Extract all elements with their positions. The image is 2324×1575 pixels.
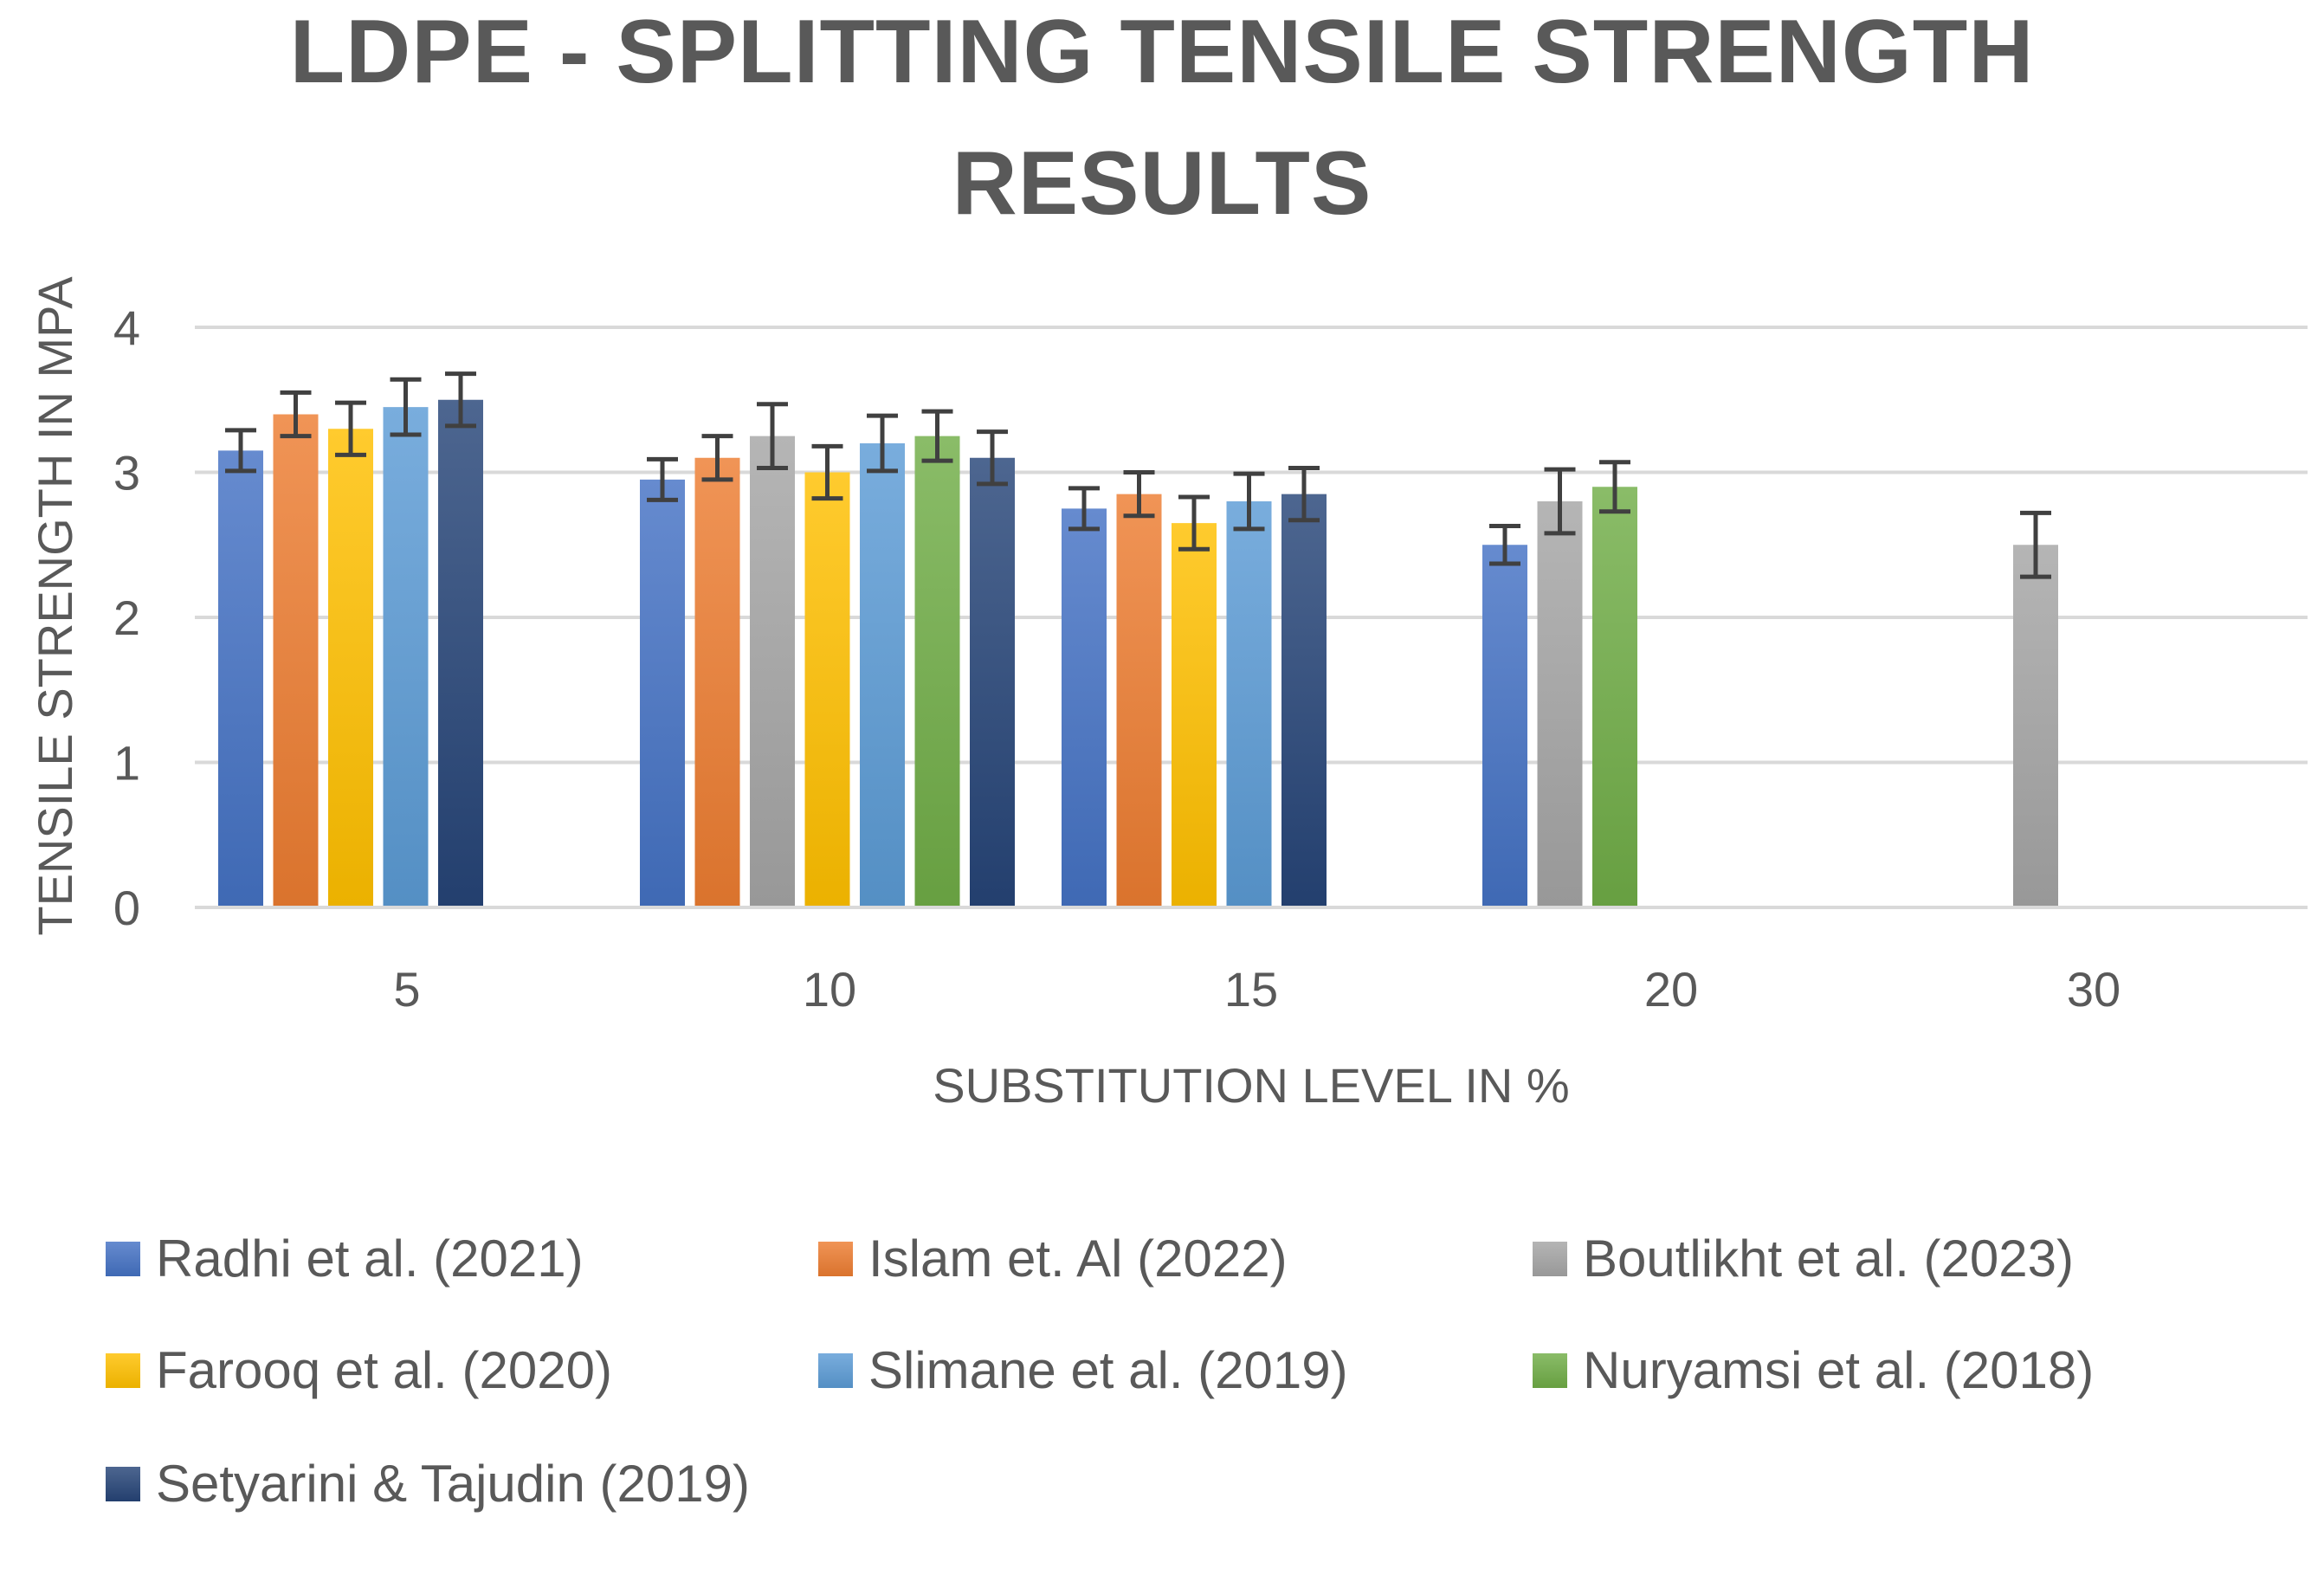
- bar: [1062, 508, 1107, 907]
- legend-swatch: [818, 1353, 853, 1388]
- legend-label: Boutlikht et al. (2023): [1583, 1230, 2074, 1288]
- error-bar: [811, 443, 843, 501]
- legend-swatch: [106, 1353, 140, 1388]
- legend-item: Boutlikht et al. (2023): [1533, 1230, 2074, 1288]
- y-axis-title: TENSILE STRENGTH IN MPA: [28, 276, 82, 936]
- chart-title-line-2: RESULTS: [952, 133, 1372, 234]
- legend-item: Islam et. Al (2022): [818, 1230, 1288, 1288]
- legend-item: Slimane et al. (2019): [818, 1341, 1348, 1399]
- bar: [1281, 494, 1327, 907]
- y-tick-label: 3: [113, 446, 140, 500]
- error-bar: [867, 413, 898, 474]
- legend-label: Setyarini & Tajudin (2019): [156, 1455, 750, 1513]
- error-bar: [1068, 486, 1100, 532]
- legend-swatch: [106, 1467, 140, 1501]
- legend-item: Nuryamsi et al. (2018): [1533, 1341, 2094, 1399]
- bar: [1482, 545, 1527, 907]
- x-tick-label: 20: [1644, 962, 1698, 1017]
- legend-swatch: [1533, 1353, 1567, 1388]
- legend-item: Radhi et al. (2021): [106, 1230, 584, 1288]
- x-tick-label: 15: [1224, 962, 1278, 1017]
- error-bar: [757, 402, 788, 470]
- y-tick-label: 0: [113, 881, 140, 935]
- error-bar: [1599, 460, 1630, 514]
- error-bar: [390, 377, 422, 437]
- x-tick-label: 5: [393, 962, 420, 1017]
- bar: [1592, 487, 1637, 907]
- error-bar: [225, 428, 256, 474]
- error-bar: [1489, 523, 1520, 566]
- chart-title-line-1: LDPE - SPLITTING TENSILE STRENGTH: [289, 2, 2035, 102]
- legend-label: Nuryamsi et al. (2018): [1583, 1341, 2094, 1399]
- legend-swatch: [1533, 1242, 1567, 1276]
- error-bar: [977, 429, 1008, 487]
- legend-swatch: [106, 1242, 140, 1276]
- legend-label: Radhi et al. (2021): [156, 1230, 584, 1288]
- x-tick-label: 10: [803, 962, 856, 1017]
- legend-label: Farooq et al. (2020): [156, 1341, 612, 1399]
- x-tick-label: 30: [2067, 962, 2121, 1017]
- y-tick-label: 4: [113, 300, 140, 355]
- bar: [970, 457, 1015, 907]
- bar: [860, 443, 905, 907]
- x-axis-title: SUBSTITUTION LEVEL IN %: [933, 1058, 1569, 1113]
- error-bar: [921, 409, 953, 463]
- error-bar: [1544, 467, 1576, 536]
- error-bar: [335, 400, 366, 457]
- bar: [1172, 523, 1217, 907]
- bar: [804, 472, 850, 907]
- legend-item: Setyarini & Tajudin (2019): [106, 1455, 750, 1513]
- bar: [2013, 545, 2058, 907]
- bar: [383, 407, 429, 907]
- error-bar: [701, 434, 733, 482]
- error-bar: [647, 456, 678, 502]
- bar: [328, 429, 373, 907]
- error-bar: [280, 390, 312, 439]
- error-bar: [1123, 470, 1155, 519]
- bar: [1116, 494, 1162, 907]
- bar: [914, 436, 960, 907]
- error-bar: [1288, 465, 1320, 523]
- y-tick-label: 1: [113, 736, 140, 791]
- legend-label: Slimane et al. (2019): [868, 1341, 1348, 1399]
- bar: [694, 457, 740, 907]
- bar: [218, 450, 263, 907]
- error-bar: [2020, 510, 2051, 579]
- error-bar: [445, 371, 476, 429]
- bar: [1537, 501, 1583, 907]
- bar: [273, 414, 319, 907]
- legend-item: Farooq et al. (2020): [106, 1341, 612, 1399]
- bar: [750, 436, 795, 907]
- bar: [1226, 501, 1272, 907]
- error-bar: [1178, 494, 1210, 552]
- bar: [438, 399, 483, 907]
- bar: [640, 479, 685, 907]
- y-tick-label: 2: [113, 591, 140, 645]
- error-bar: [1233, 471, 1265, 532]
- legend-label: Islam et. Al (2022): [868, 1230, 1288, 1288]
- legend-swatch: [818, 1242, 853, 1276]
